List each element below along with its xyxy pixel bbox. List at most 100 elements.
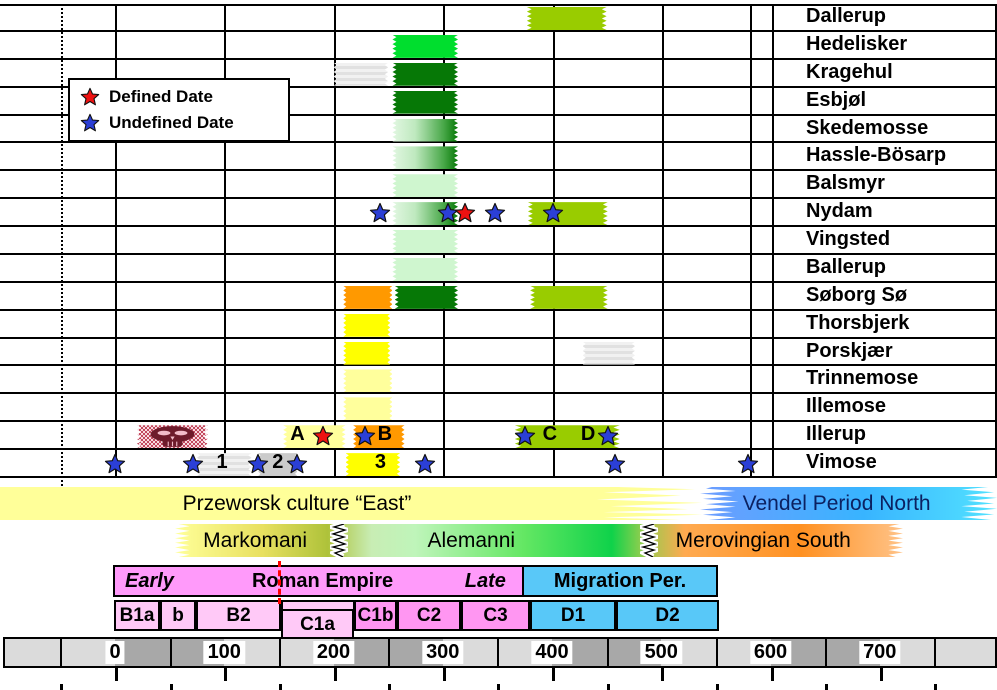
grid-vline	[334, 4, 336, 478]
merovingian-label: Merovingian South	[675, 528, 851, 552]
axis-bottom-tick	[715, 684, 719, 690]
deposit-bar	[514, 425, 620, 449]
legend-undefined-label: Undefined Date	[109, 113, 234, 133]
grid-top-border	[0, 4, 997, 6]
undefined-date-star-icon	[104, 453, 126, 475]
deposit-bar	[392, 202, 459, 226]
deposit-bar	[526, 7, 607, 30]
deposit-bar	[343, 341, 391, 365]
defined-date-star-icon	[454, 202, 476, 224]
undefined-date-star-icon	[604, 453, 626, 475]
deposit-bar	[343, 369, 393, 393]
undefined-date-star-icon	[247, 453, 269, 475]
site-row: Kragehul	[0, 60, 997, 88]
bar-label: 2	[272, 451, 284, 474]
band-migration-period: Migration Per.	[522, 565, 718, 597]
undefined-date-star-icon	[542, 202, 564, 224]
deposit-bar	[394, 285, 459, 309]
roman-late-label: Late	[464, 570, 506, 592]
site-row: Hassle-Bösarp	[0, 143, 997, 172]
axis-year-label: 600	[749, 641, 792, 664]
period-box: b	[160, 600, 196, 631]
deposit-bar	[392, 174, 459, 198]
axis-bottom-tick	[497, 684, 501, 690]
undefined-date-star-icon	[597, 425, 619, 447]
grid-vline	[553, 4, 555, 478]
axis-divider	[715, 637, 718, 668]
axis-divider	[388, 637, 391, 668]
site-name: Trinnemose	[806, 367, 919, 390]
period-box: C1a	[281, 609, 354, 640]
deposit-bar	[392, 62, 459, 86]
site-row: Nydam	[0, 199, 997, 228]
undefined-date-star-icon	[80, 113, 100, 133]
site-name: Hassle-Bösarp	[806, 144, 947, 167]
axis-bottom-tick	[934, 684, 938, 690]
site-row: Dallerup	[0, 4, 997, 32]
site-row: Vimose 1 2 3	[0, 450, 997, 478]
deposit-bar	[392, 90, 459, 114]
roman-early-label: Early	[125, 570, 174, 592]
undefined-date-star-icon	[414, 453, 436, 475]
axis-bottom-tick	[606, 684, 610, 690]
axis-year-label: 500	[640, 641, 682, 664]
period-box: C2	[397, 600, 461, 631]
site-name: Esbjøl	[806, 88, 867, 111]
legend-defined-date: Defined Date	[80, 87, 288, 107]
roman-empire-label: Roman Empire	[251, 570, 394, 592]
axis-century-tick	[224, 668, 228, 681]
band-przeworsk-culture: Przeworsk culture “East”	[0, 487, 702, 520]
axis-divider	[606, 637, 609, 668]
legend-defined-label: Defined Date	[109, 86, 213, 106]
axis-divider	[60, 637, 63, 668]
band-roman-empire: Early Roman Empire Late	[113, 565, 524, 597]
axis-century-tick	[552, 668, 555, 681]
period-box: D2	[616, 600, 719, 631]
axis-divider	[169, 637, 172, 668]
undefined-date-star-icon	[182, 453, 204, 475]
site-name: Søborg Sø	[806, 283, 908, 306]
red-dashed-marker-line	[278, 561, 281, 604]
undefined-date-star-icon	[369, 202, 391, 224]
period-box: B1a	[114, 600, 160, 631]
site-name: Kragehul	[806, 60, 893, 83]
zigzag-divider-icon	[321, 521, 356, 560]
undefined-date-star-icon	[737, 453, 759, 475]
grid-vline	[224, 4, 226, 478]
axis-year-label: 200	[312, 641, 355, 664]
site-name: Balsmyr	[806, 172, 885, 195]
site-name: Vimose	[806, 451, 877, 474]
markomani-label: Markomani	[203, 528, 308, 552]
site-name: Illemose	[806, 395, 887, 418]
axis-bottom-tick	[825, 684, 829, 690]
deposit-bar	[582, 341, 636, 365]
site-name: Illerup	[806, 423, 867, 446]
alemanni-label: Alemanni	[427, 528, 516, 552]
deposit-bar	[392, 34, 459, 58]
deposit-bar	[392, 230, 459, 254]
zigzag-divider-icon	[631, 521, 666, 560]
axis-divider	[497, 637, 500, 668]
bar-label: 1	[216, 451, 228, 474]
axis-bottom-tick	[278, 684, 282, 690]
site-row: Balsmyr	[0, 171, 997, 200]
site-name: Dallerup	[806, 5, 887, 27]
undefined-date-star-icon	[484, 202, 506, 224]
deposit-bar	[530, 285, 608, 309]
band-peoples: Markomani Alemanni Merovingian South	[175, 524, 903, 557]
axis-century-tick	[661, 668, 665, 681]
deposit-bar	[527, 202, 608, 226]
undefined-date-star-icon	[354, 425, 376, 447]
grid-vline-dotted	[61, 4, 63, 486]
deposit-bar	[345, 453, 401, 477]
skull-deposit-bar	[136, 425, 208, 449]
axis-year-label: 400	[531, 641, 573, 664]
site-name: Porskjær	[806, 339, 893, 362]
site-name: Nydam	[806, 200, 873, 223]
deposit-bar	[343, 397, 393, 421]
axis-century-tick	[442, 668, 446, 681]
site-row: Porskjær	[0, 339, 997, 367]
site-row: Hedelisker	[0, 32, 997, 60]
site-name: Vingsted	[806, 228, 891, 251]
period-box: C3	[461, 600, 530, 631]
